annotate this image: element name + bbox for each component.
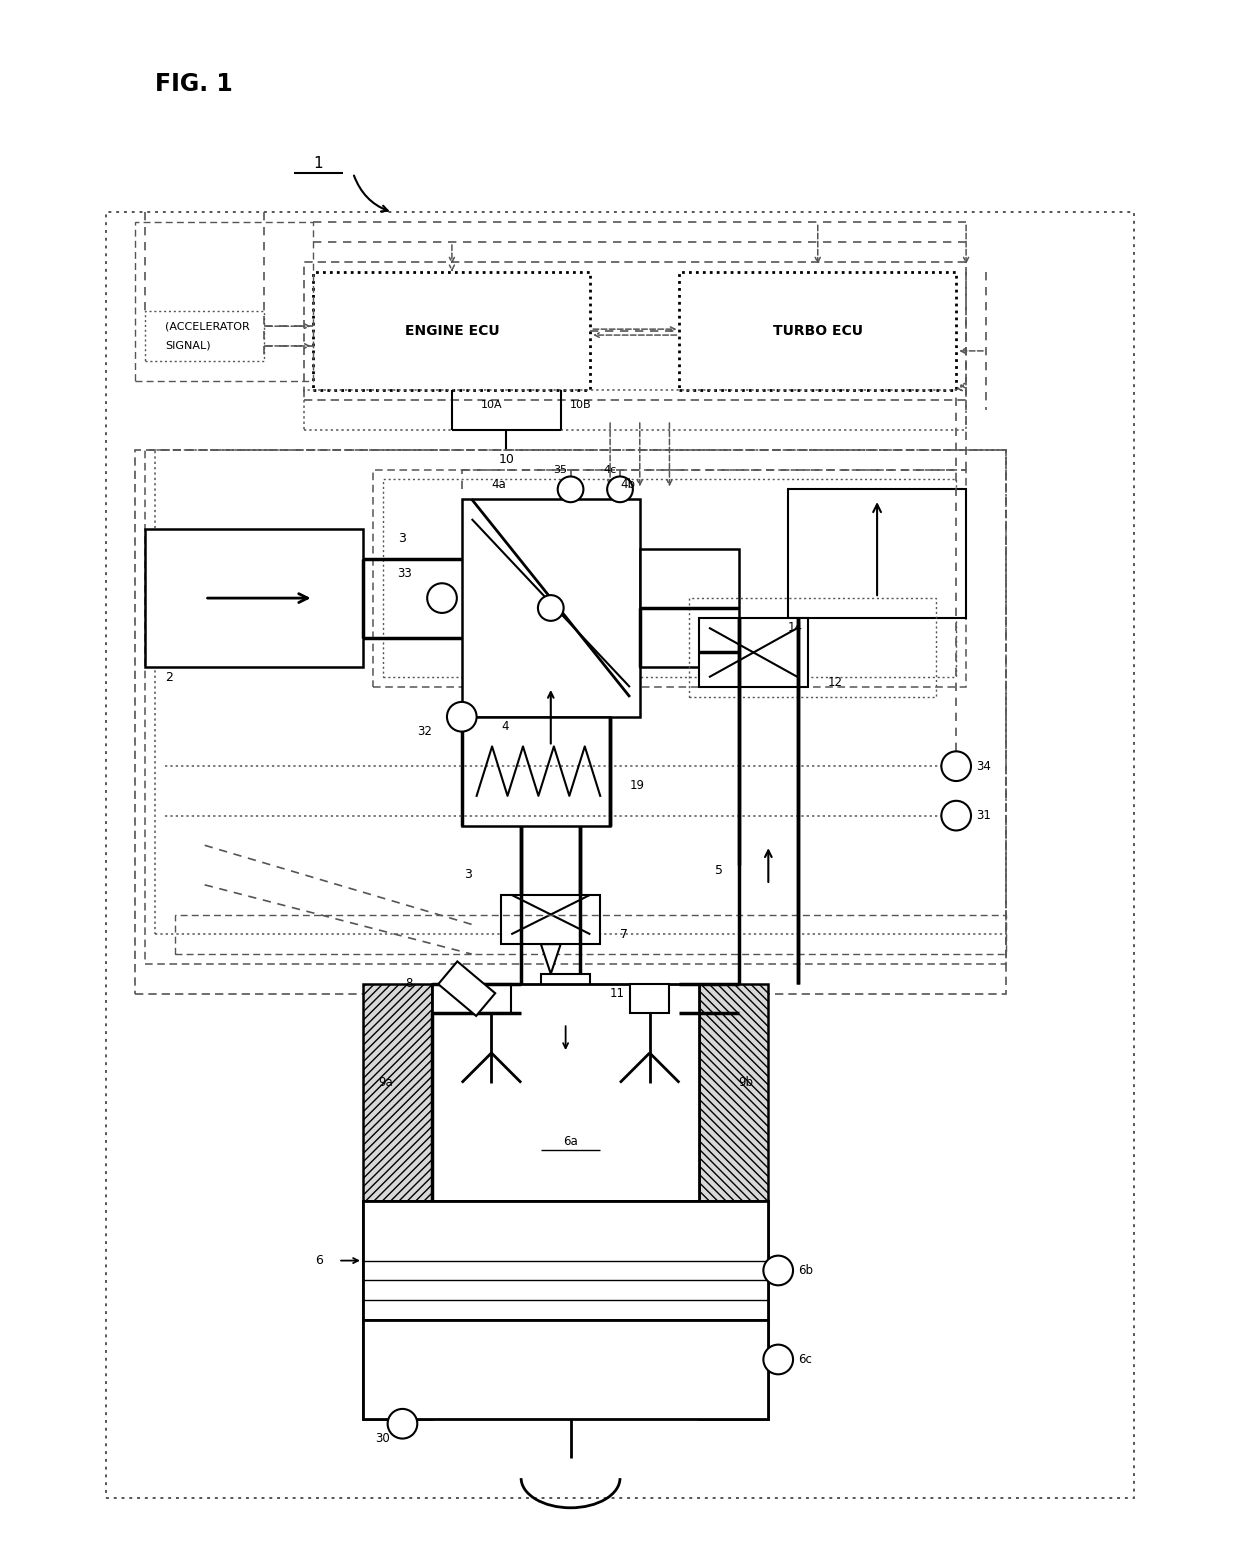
Bar xyxy=(363,1201,769,1320)
Circle shape xyxy=(608,476,632,503)
Text: 2: 2 xyxy=(165,670,174,684)
Text: 10A: 10A xyxy=(481,401,502,410)
Circle shape xyxy=(446,702,476,731)
Circle shape xyxy=(558,476,583,503)
Circle shape xyxy=(428,583,456,612)
Text: 11: 11 xyxy=(610,987,625,1001)
Bar xyxy=(135,449,1006,993)
Text: (ACCELERATOR: (ACCELERATOR xyxy=(165,321,250,330)
Text: 6c: 6c xyxy=(799,1353,812,1366)
Text: 9a: 9a xyxy=(378,1076,393,1088)
Bar xyxy=(363,1201,432,1419)
Text: TURBO ECU: TURBO ECU xyxy=(773,324,863,338)
Text: 5: 5 xyxy=(715,863,723,877)
Text: 12: 12 xyxy=(827,675,843,689)
Bar xyxy=(680,272,956,390)
Bar xyxy=(541,974,590,1034)
Text: FIG. 1: FIG. 1 xyxy=(155,72,233,96)
Bar xyxy=(461,717,610,825)
Bar xyxy=(789,489,966,619)
Bar xyxy=(363,983,432,1201)
Bar xyxy=(699,619,808,687)
Bar xyxy=(689,598,936,697)
Text: 3: 3 xyxy=(464,869,471,882)
Bar xyxy=(640,548,739,667)
Bar xyxy=(105,213,1135,1499)
Text: 3: 3 xyxy=(398,532,407,545)
Text: 4: 4 xyxy=(501,720,508,733)
Bar xyxy=(363,1320,769,1419)
Bar xyxy=(155,449,1006,935)
Text: 4a: 4a xyxy=(491,478,506,490)
Text: 31: 31 xyxy=(976,810,991,822)
Bar xyxy=(145,312,264,360)
Circle shape xyxy=(764,1256,794,1286)
Circle shape xyxy=(764,1345,794,1375)
Bar xyxy=(304,262,966,401)
Bar xyxy=(383,479,956,677)
Bar xyxy=(471,983,511,1013)
Text: 10: 10 xyxy=(498,453,515,467)
Text: 9b: 9b xyxy=(739,1076,754,1088)
Bar xyxy=(630,983,670,1013)
Text: 30: 30 xyxy=(376,1431,391,1445)
Text: 6: 6 xyxy=(315,1254,324,1267)
Text: 4c: 4c xyxy=(604,465,616,474)
Bar xyxy=(438,962,495,1016)
Text: 34: 34 xyxy=(976,760,991,772)
Bar xyxy=(699,1201,769,1419)
Bar xyxy=(432,983,699,1201)
Text: 14: 14 xyxy=(789,622,804,634)
Bar xyxy=(304,390,966,431)
Circle shape xyxy=(538,595,564,620)
Text: 33: 33 xyxy=(398,567,413,579)
Bar xyxy=(461,500,640,717)
Text: ENGINE ECU: ENGINE ECU xyxy=(404,324,500,338)
Circle shape xyxy=(941,800,971,830)
Bar xyxy=(145,449,1006,965)
Text: 6a: 6a xyxy=(563,1135,578,1148)
Text: 8: 8 xyxy=(405,977,413,990)
Circle shape xyxy=(388,1409,418,1439)
Bar xyxy=(699,983,769,1201)
Text: 35: 35 xyxy=(554,465,568,474)
Bar xyxy=(314,272,590,390)
Polygon shape xyxy=(541,944,560,974)
Text: 10B: 10B xyxy=(569,401,591,410)
Text: 19: 19 xyxy=(630,780,645,792)
Bar xyxy=(175,915,1006,954)
Bar xyxy=(501,894,600,944)
Circle shape xyxy=(941,752,971,781)
Bar xyxy=(373,470,966,687)
Text: 1: 1 xyxy=(314,155,324,171)
Bar xyxy=(135,222,314,381)
Text: 4b: 4b xyxy=(620,478,635,490)
Text: 32: 32 xyxy=(417,725,432,738)
Text: 7: 7 xyxy=(620,927,627,941)
Bar xyxy=(145,529,363,667)
Text: 6b: 6b xyxy=(799,1264,813,1276)
Text: SIGNAL): SIGNAL) xyxy=(165,341,211,351)
